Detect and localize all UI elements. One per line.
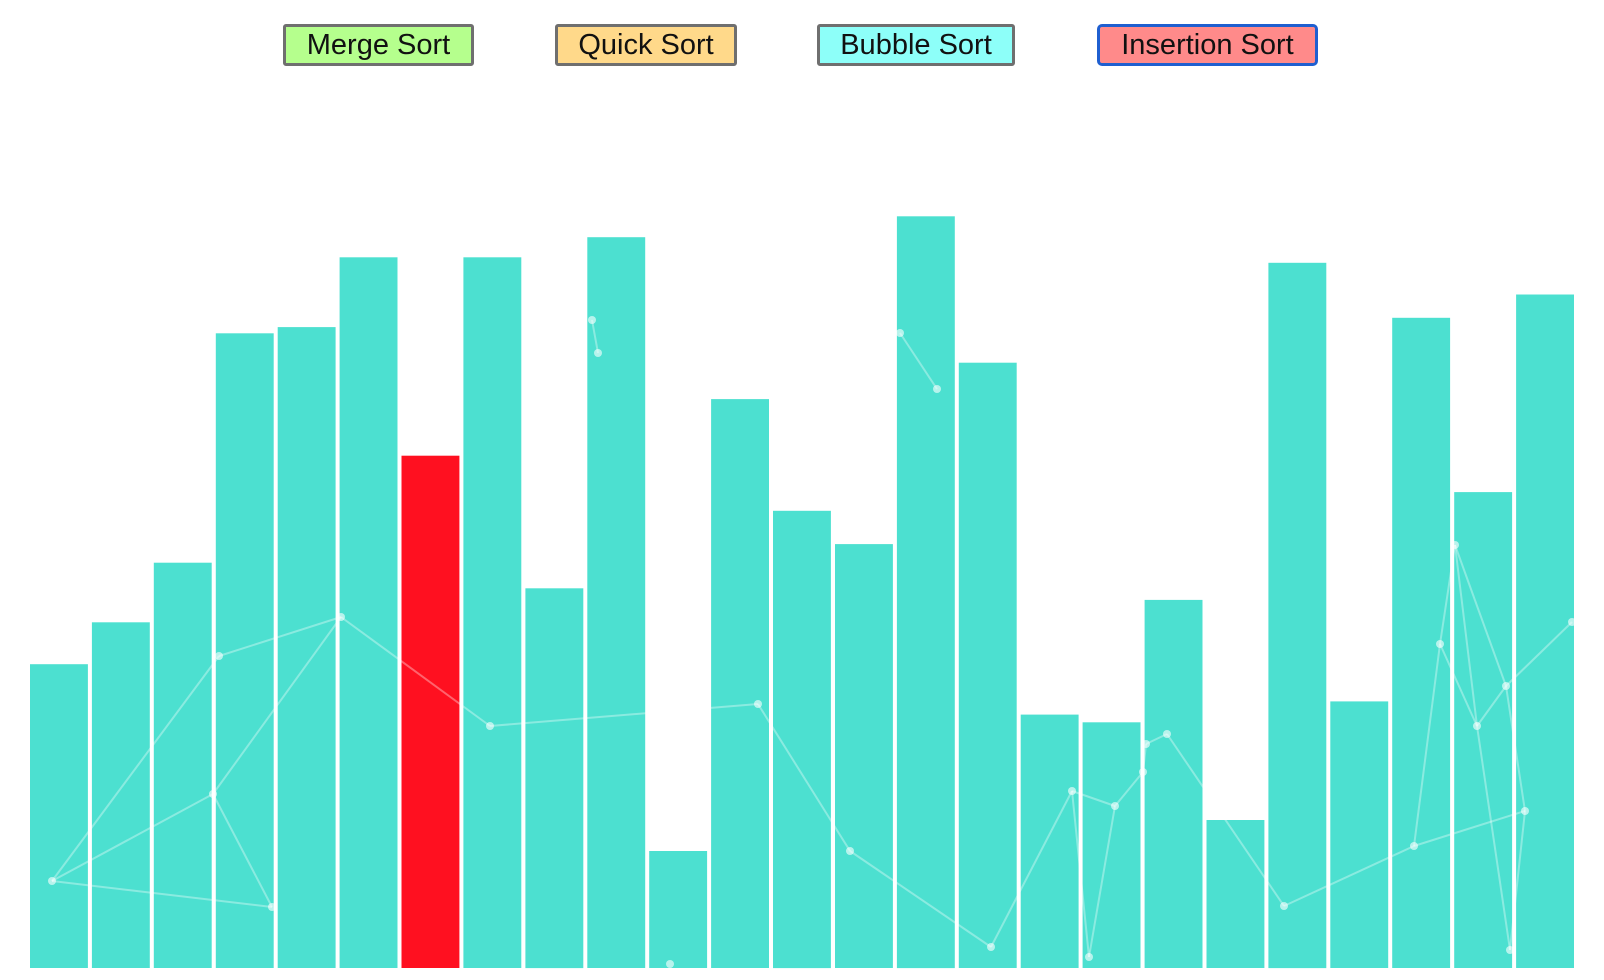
network-link (1114, 771, 1144, 807)
bubble-sort-button[interactable]: Bubble Sort (817, 24, 1015, 66)
array-bar (587, 237, 646, 968)
network-link (1476, 725, 1511, 951)
network-node (1473, 722, 1481, 730)
network-link (591, 319, 599, 354)
array-bar (91, 622, 150, 968)
network-link (1476, 685, 1507, 727)
network-link (1071, 790, 1090, 958)
network-node (1111, 802, 1119, 810)
network-link (1088, 805, 1116, 958)
network-node (1068, 787, 1076, 795)
network-link (1439, 544, 1456, 645)
array-bar (339, 257, 398, 968)
network-link (990, 790, 1073, 948)
array-bar (711, 399, 769, 969)
network-link (1142, 743, 1147, 773)
array-bar (463, 257, 522, 968)
network-node (896, 329, 904, 337)
network-node (1410, 842, 1418, 850)
network-node (1280, 902, 1288, 910)
background-network-decoration (48, 316, 1576, 968)
array-bar (277, 327, 336, 969)
array-bar (1144, 599, 1203, 968)
network-link (1509, 810, 1526, 951)
bars-layer (30, 216, 1574, 969)
network-link (218, 616, 342, 657)
network-node (1451, 541, 1459, 549)
network-link (1071, 790, 1116, 807)
network-node (987, 943, 995, 951)
array-bar-highlighted (401, 455, 460, 968)
algorithm-toolbar: Merge Sort Quick Sort Bubble Sort Insert… (0, 24, 1604, 72)
array-bar (958, 362, 1017, 968)
network-link (212, 616, 342, 795)
network-link (1439, 643, 1478, 727)
network-node (209, 790, 217, 798)
network-link (849, 850, 992, 948)
array-bar (215, 333, 274, 968)
network-node (1139, 768, 1147, 776)
network-link (1454, 544, 1507, 687)
network-link (757, 703, 851, 852)
network-node (666, 960, 674, 968)
network-node (846, 847, 854, 855)
network-link (489, 703, 759, 727)
network-node (1502, 682, 1510, 690)
network-node (268, 903, 276, 911)
network-link (1413, 643, 1441, 847)
network-node (1568, 618, 1576, 626)
network-node (933, 385, 941, 393)
network-link (212, 793, 273, 908)
array-bar (1516, 294, 1574, 968)
array-bar (1082, 722, 1141, 968)
array-bar (30, 664, 88, 968)
network-link (51, 880, 273, 908)
network-node (1142, 740, 1150, 748)
network-node (486, 722, 494, 730)
network-link (1454, 544, 1478, 727)
array-bar (1454, 492, 1513, 968)
network-node (337, 613, 345, 621)
network-link (1283, 845, 1415, 907)
array-bar (153, 562, 212, 968)
array-bar (1330, 701, 1389, 968)
network-link (899, 332, 938, 390)
network-link (1505, 621, 1573, 687)
network-link (51, 793, 214, 882)
insertion-sort-button[interactable]: Insertion Sort (1097, 24, 1318, 66)
array-bar (649, 851, 708, 968)
network-node (1163, 730, 1171, 738)
array-bar (835, 544, 893, 968)
network-node (48, 877, 56, 885)
network-node (1506, 946, 1514, 954)
network-node (215, 652, 223, 660)
network-link (1505, 685, 1526, 812)
array-bar (1206, 820, 1265, 968)
network-link (51, 655, 220, 882)
quick-sort-button[interactable]: Quick Sort (555, 24, 737, 66)
array-bar (1268, 262, 1327, 969)
network-node (588, 316, 596, 324)
network-link (1166, 733, 1285, 907)
array-bar (1020, 714, 1079, 968)
merge-sort-button[interactable]: Merge Sort (283, 24, 474, 66)
network-link (340, 616, 491, 727)
network-node (1085, 953, 1093, 961)
network-link (1413, 810, 1526, 847)
network-node (754, 700, 762, 708)
array-bar (525, 588, 584, 969)
array-bar (896, 216, 955, 969)
array-bar (773, 510, 831, 969)
network-node (594, 349, 602, 357)
network-node (1436, 640, 1444, 648)
network-node (1521, 807, 1529, 815)
